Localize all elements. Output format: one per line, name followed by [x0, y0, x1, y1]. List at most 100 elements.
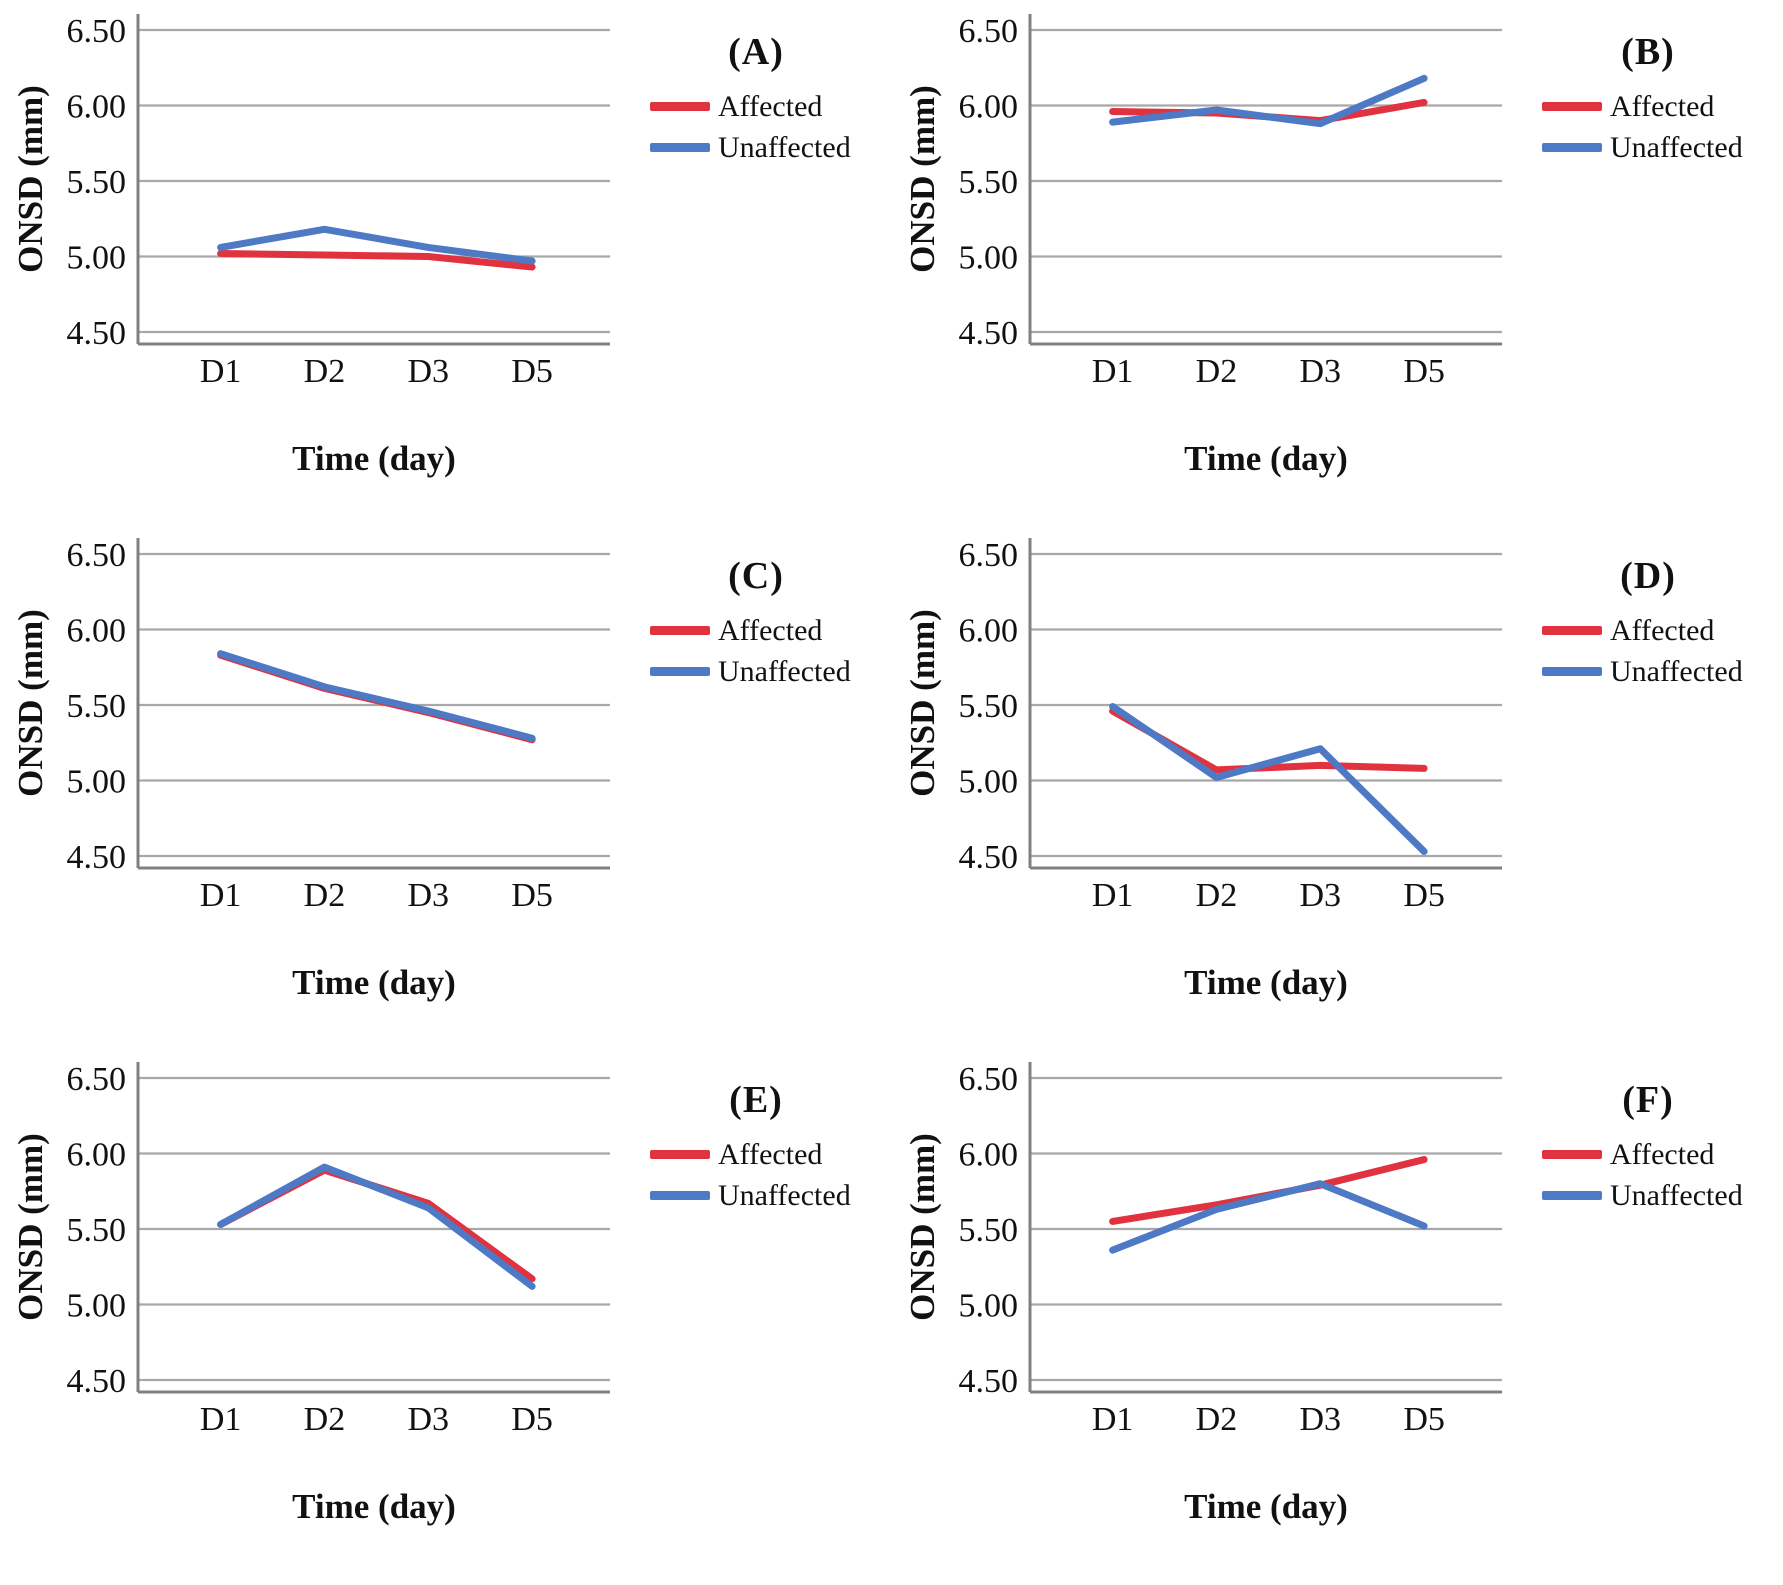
- panel-e-legend: (E) Affected Unaffected: [650, 1056, 862, 1220]
- y-tick-label: 5.00: [959, 1288, 1019, 1325]
- y-tick-label: 6.00: [959, 1137, 1019, 1174]
- x-tick-label: D3: [1299, 877, 1341, 914]
- y-tick-label: 4.50: [67, 315, 127, 352]
- unaffected-line-swatch-icon: [650, 143, 710, 152]
- panel-f: 6.50 6.00 5.50 5.00 4.50 D1 D2 D3 D5 ONSD (mm) Tim…: [902, 1056, 1754, 1556]
- x-tick-label: D3: [1299, 1401, 1341, 1438]
- series-unaffected-line: [1109, 1180, 1428, 1254]
- legend-label-unaffected: Unaffected: [1610, 1179, 1743, 1212]
- y-tick-label: 6.50: [959, 13, 1019, 50]
- legend-entry-affected: Affected: [650, 614, 862, 647]
- series-unaffected-line: [217, 1163, 536, 1290]
- affected-line-swatch-icon: [1542, 102, 1602, 111]
- panel-d-legend: (D) Affected Unaffected: [1542, 532, 1754, 696]
- x-tick-label: D2: [304, 1401, 346, 1438]
- panel-a: 6.50 6.00 5.50 5.00 4.50 D1 D2 D3 D5 ONSD (mm) Tim…: [10, 8, 862, 508]
- x-tick-label: D5: [511, 877, 553, 914]
- panel-e: 6.50 6.00 5.50 5.00 4.50 D1 D2 D3 D5 ONSD (mm) Tim…: [10, 1056, 862, 1556]
- panel-letter: (A): [728, 31, 784, 73]
- y-tick-label: 5.50: [959, 164, 1019, 201]
- panel-b: 6.50 6.00 5.50 5.00 4.50 D1 D2 D3 D5 ONSD (mm) Tim…: [902, 8, 1754, 508]
- y-tick-label: 5.00: [959, 764, 1019, 801]
- series-unaffected-line: [1109, 703, 1428, 855]
- y-axis-title: ONSD (mm): [11, 1133, 50, 1321]
- unaffected-line-swatch-icon: [1542, 143, 1602, 152]
- legend-entry-unaffected: Unaffected: [1542, 131, 1754, 164]
- y-tick-label: 5.50: [67, 164, 127, 201]
- panel-c-legend: (C) Affected Unaffected: [650, 532, 862, 696]
- y-tick-label: 6.50: [67, 1061, 127, 1098]
- legend-entry-affected: Affected: [650, 90, 862, 123]
- x-tick-label: D3: [1299, 353, 1341, 390]
- x-tick-label: D1: [200, 877, 242, 914]
- legend-label-unaffected: Unaffected: [1610, 655, 1743, 688]
- panel-letter: (C): [728, 555, 784, 597]
- affected-line-swatch-icon: [1542, 1150, 1602, 1159]
- legend-entry-unaffected: Unaffected: [1542, 1179, 1754, 1212]
- y-tick-label: 4.50: [959, 315, 1019, 352]
- panel-letter: (D): [1620, 555, 1676, 597]
- x-tick-label: D1: [200, 353, 242, 390]
- x-axis-title: Time (day): [292, 439, 456, 478]
- affected-line-swatch-icon: [650, 626, 710, 635]
- x-tick-label: D5: [511, 353, 553, 390]
- legend-entry-unaffected: Unaffected: [650, 1179, 862, 1212]
- series-unaffected-line: [1109, 74, 1428, 128]
- legend-entry-affected: Affected: [650, 1138, 862, 1171]
- x-tick-label: D5: [511, 1401, 553, 1438]
- y-tick-label: 6.00: [67, 89, 127, 126]
- x-tick-label: D1: [200, 1401, 242, 1438]
- legend-label-unaffected: Unaffected: [718, 131, 851, 164]
- y-axis-title: ONSD (mm): [11, 609, 50, 797]
- legend-entry-unaffected: Unaffected: [650, 655, 862, 688]
- y-tick-label: 4.50: [959, 1363, 1019, 1400]
- y-tick-label: 4.50: [67, 1363, 127, 1400]
- panel-e-chart: 6.50 6.00 5.50 5.00 4.50 D1 D2 D3 D5 ONSD (mm) Tim…: [11, 1061, 610, 1526]
- panel-a-legend: (A) Affected Unaffected: [650, 8, 862, 172]
- panel-f-chart: 6.50 6.00 5.50 5.00 4.50 D1 D2 D3 D5 ONSD (mm) Tim…: [903, 1061, 1502, 1526]
- y-tick-label: 5.00: [67, 240, 127, 277]
- legend-label-affected: Affected: [718, 90, 823, 123]
- y-axis-title: ONSD (mm): [903, 1133, 942, 1321]
- y-axis-title: ONSD (mm): [903, 85, 942, 273]
- y-tick-label: 6.00: [959, 89, 1019, 126]
- legend-label-affected: Affected: [1610, 90, 1715, 123]
- legend-label-affected: Affected: [1610, 614, 1715, 647]
- panel-d: 6.50 6.00 5.50 5.00 4.50 D1 D2 D3 D5 ONSD (mm) Tim…: [902, 532, 1754, 1032]
- y-tick-label: 5.50: [67, 688, 127, 725]
- panel-c-chart: 6.50 6.00 5.50 5.00 4.50 D1 D2 D3 D5 ONSD (mm) Tim…: [11, 537, 610, 1002]
- panel-c: 6.50 6.00 5.50 5.00 4.50 D1 D2 D3 D5 ONSD (mm) Tim…: [10, 532, 862, 1032]
- y-tick-label: 5.50: [959, 1212, 1019, 1249]
- unaffected-line-swatch-icon: [1542, 667, 1602, 676]
- panel-d-chart: 6.50 6.00 5.50 5.00 4.50 D1 D2 D3 D5 ONSD (mm) Tim…: [903, 537, 1502, 1002]
- x-tick-label: D2: [1196, 1401, 1238, 1438]
- x-tick-label: D5: [1403, 353, 1445, 390]
- y-tick-label: 6.50: [67, 537, 127, 574]
- y-axis-title: ONSD (mm): [903, 609, 942, 797]
- legend-entry-unaffected: Unaffected: [650, 131, 862, 164]
- series-unaffected-line: [217, 650, 536, 742]
- series-unaffected-line: [217, 225, 536, 265]
- legend-entry-unaffected: Unaffected: [1542, 655, 1754, 688]
- series-affected-line: [1109, 1156, 1428, 1225]
- x-tick-label: D1: [1092, 1401, 1134, 1438]
- y-tick-label: 6.50: [959, 1061, 1019, 1098]
- y-tick-label: 5.50: [959, 688, 1019, 725]
- series-affected-line: [217, 249, 536, 271]
- legend-entry-affected: Affected: [1542, 1138, 1754, 1171]
- x-axis-title: Time (day): [1184, 439, 1348, 478]
- x-axis-title: Time (day): [1184, 963, 1348, 1002]
- x-tick-label: D2: [304, 877, 346, 914]
- unaffected-line-swatch-icon: [1542, 1191, 1602, 1200]
- y-axis-title: ONSD (mm): [11, 85, 50, 273]
- y-tick-label: 4.50: [959, 839, 1019, 876]
- y-tick-label: 5.50: [67, 1212, 127, 1249]
- x-tick-label: D3: [407, 1401, 449, 1438]
- x-axis-title: Time (day): [1184, 1487, 1348, 1526]
- legend-entry-affected: Affected: [1542, 614, 1754, 647]
- x-tick-label: D2: [304, 353, 346, 390]
- affected-line-swatch-icon: [650, 1150, 710, 1159]
- legend-entry-affected: Affected: [1542, 90, 1754, 123]
- x-tick-label: D2: [1196, 877, 1238, 914]
